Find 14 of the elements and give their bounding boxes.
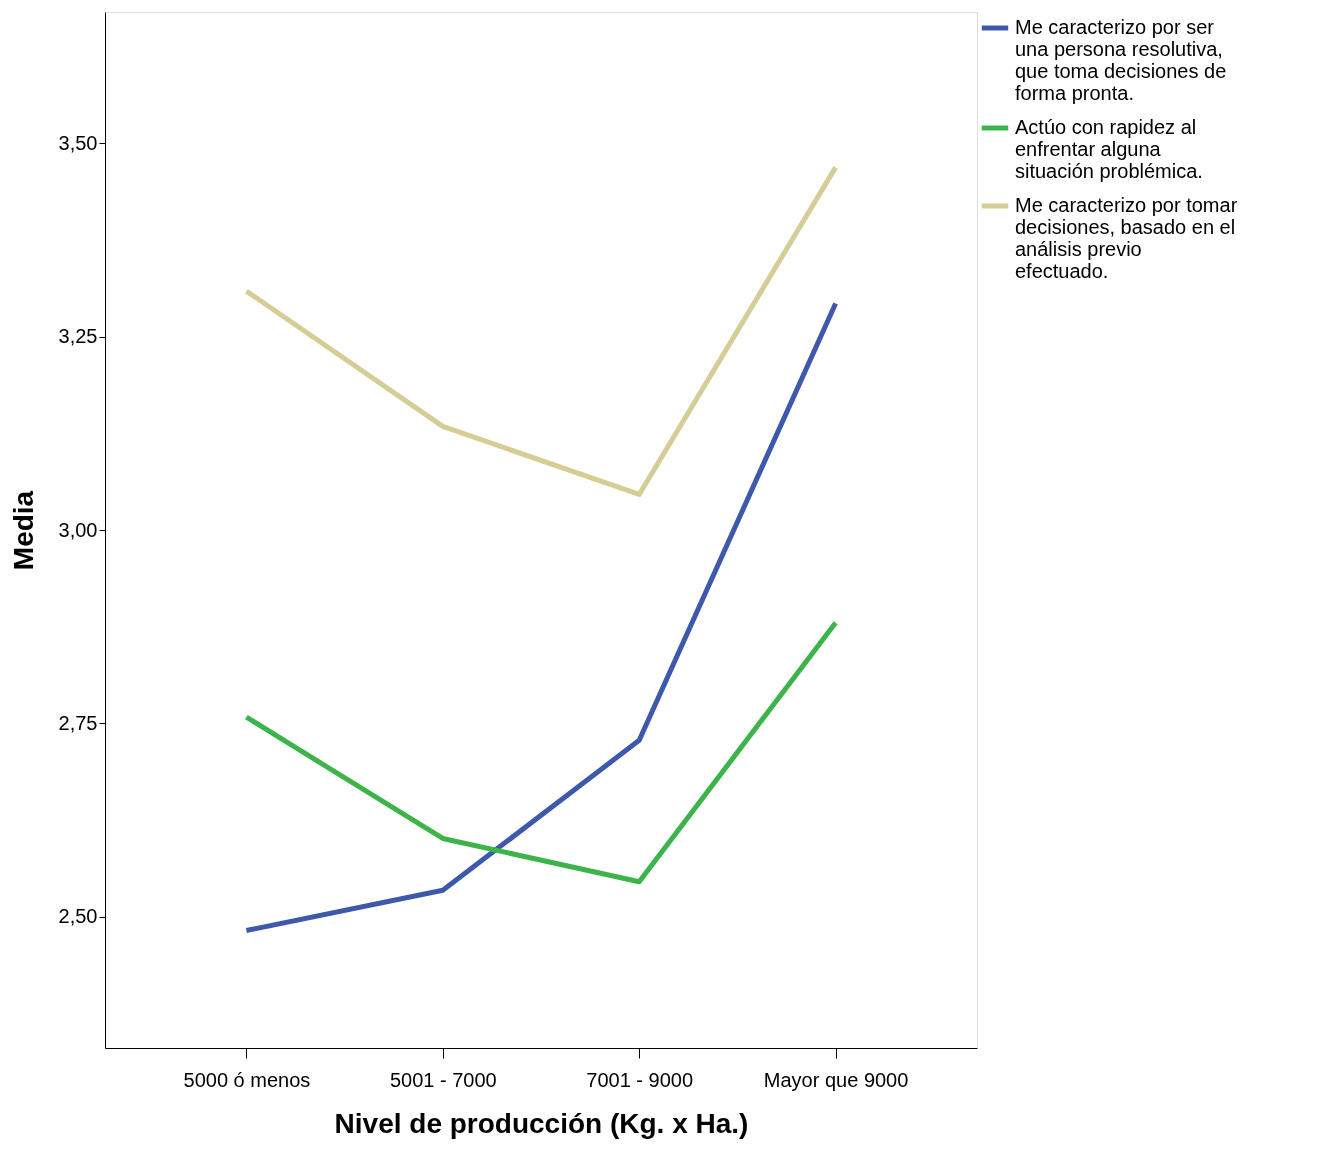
y-tick-label: 2,50 <box>58 905 98 928</box>
x-tick-label: 7001 - 9000 <box>586 1068 694 1091</box>
x-axis-title: Nivel de producción (Kg. x Ha.) <box>334 1107 749 1139</box>
x-tick-label: 5000 ó menos <box>183 1068 311 1091</box>
y-tick-label: 3,00 <box>58 518 98 541</box>
legend-label: Me caracterizo por tomar decisiones, basado en el análisis previo efectuado. <box>1015 194 1238 282</box>
legend-label: Me caracterizo por ser una persona resolutiva, que toma decisiones de forma pronta. <box>1015 16 1227 104</box>
y-tick-label: 3,50 <box>58 131 98 154</box>
y-axis-title: Media <box>7 490 39 571</box>
x-tick-label: 5001 - 7000 <box>389 1068 497 1091</box>
legend-label: Actúo con rapidez al enfrentar alguna situación problémica. <box>1015 116 1203 182</box>
y-tick-label: 2,75 <box>58 711 98 734</box>
x-tick-label: Mayor que 9000 <box>763 1068 909 1091</box>
y-tick-label: 3,25 <box>58 325 98 348</box>
